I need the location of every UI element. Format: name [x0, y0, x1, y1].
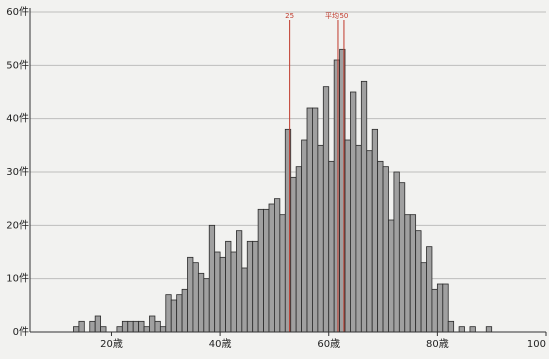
histogram-bar	[355, 144, 362, 333]
histogram-bar	[274, 198, 281, 333]
histogram-bar	[219, 256, 226, 333]
bars	[73, 48, 493, 333]
histogram-bar	[436, 283, 444, 333]
histogram-bar	[485, 326, 493, 333]
marker-label: 50	[339, 12, 348, 20]
histogram-bar	[154, 320, 161, 333]
histogram-bar	[235, 230, 243, 333]
marker-label: 平均	[325, 11, 339, 20]
histogram-bar	[176, 294, 183, 333]
markers: 25 平均 50	[285, 11, 348, 332]
histogram-bar	[333, 59, 341, 333]
histogram-bar	[290, 176, 297, 333]
histogram-bar	[230, 251, 237, 333]
histogram-bar	[203, 278, 210, 333]
histogram-bar	[447, 320, 455, 333]
histogram-bar	[170, 299, 178, 333]
histogram-bar	[366, 150, 373, 333]
histogram-bar	[116, 326, 123, 333]
histogram-bar	[143, 326, 150, 333]
histogram-bar	[225, 240, 232, 333]
histogram-bar	[388, 219, 395, 333]
y-tick-label: 0件	[13, 326, 29, 338]
histogram-bar	[420, 262, 427, 333]
y-tick-label: 20件	[6, 219, 29, 231]
histogram-bar	[78, 320, 85, 333]
histogram-bar	[426, 246, 433, 333]
histogram-bar	[306, 107, 313, 333]
histogram-bar	[159, 326, 167, 333]
histogram-bar	[317, 144, 324, 333]
histogram-bar	[301, 139, 308, 333]
histogram-bar	[208, 224, 216, 333]
histogram-bar	[94, 315, 102, 333]
histogram-bar	[382, 166, 389, 333]
histogram-bar	[241, 267, 248, 333]
histogram-bar	[431, 288, 438, 333]
histogram-bar	[360, 80, 368, 333]
x-tick-label: 60歳	[317, 338, 340, 350]
histogram-bar	[197, 272, 205, 333]
histogram-bar	[187, 256, 194, 333]
histogram-bar	[442, 283, 449, 333]
histogram-bar	[165, 294, 172, 333]
histogram-bar	[344, 139, 351, 333]
histogram-bar	[100, 326, 107, 333]
histogram-bar	[89, 320, 96, 333]
histogram-bar	[246, 240, 254, 333]
histogram-bar	[127, 320, 134, 333]
histogram-bar	[268, 203, 275, 333]
histogram-bar	[377, 160, 384, 333]
histogram-bar	[371, 128, 379, 333]
histogram-bar	[398, 182, 406, 333]
y-tick-label: 40件	[6, 113, 29, 125]
histogram-bar	[132, 320, 140, 333]
y-tick-label: 10件	[6, 273, 29, 285]
y-tick-label: 60件	[6, 6, 29, 18]
x-tick-label: 20歳	[100, 338, 123, 350]
marker-label: 25	[285, 12, 294, 20]
histogram-bar	[409, 214, 417, 333]
histogram-bar	[312, 107, 319, 333]
histogram-bar	[295, 166, 302, 333]
x-tick-label: 80歳	[426, 338, 449, 350]
histogram-bar	[279, 214, 286, 333]
histogram-bar	[458, 326, 465, 333]
x-tick-label: 40歳	[209, 338, 232, 350]
histogram-bar	[350, 91, 357, 333]
tick-labels: 0件 10件 20件 30件 40件 50件 60件 20歳 40歳 60歳 80歳 100	[6, 6, 546, 350]
histogram-bar	[214, 251, 221, 333]
histogram-bar	[121, 320, 129, 333]
histogram-bar	[192, 262, 199, 333]
histogram-bar	[328, 160, 335, 333]
y-tick-label: 50件	[6, 59, 29, 71]
histogram-bar	[404, 214, 411, 333]
axes	[29, 8, 547, 336]
x-tick-label: 100	[527, 339, 546, 350]
histogram-bar	[415, 230, 422, 333]
histogram-bar	[322, 86, 330, 333]
histogram-bar	[73, 326, 80, 333]
histogram-bar	[257, 208, 264, 333]
histogram-bar	[469, 326, 476, 333]
histogram-bar	[263, 208, 270, 333]
histogram-bar	[181, 288, 188, 333]
histogram-bar	[149, 315, 156, 333]
histogram-bar	[252, 240, 259, 333]
histogram-bar	[138, 320, 145, 333]
y-tick-label: 30件	[6, 166, 29, 178]
histogram-bar	[393, 171, 400, 333]
